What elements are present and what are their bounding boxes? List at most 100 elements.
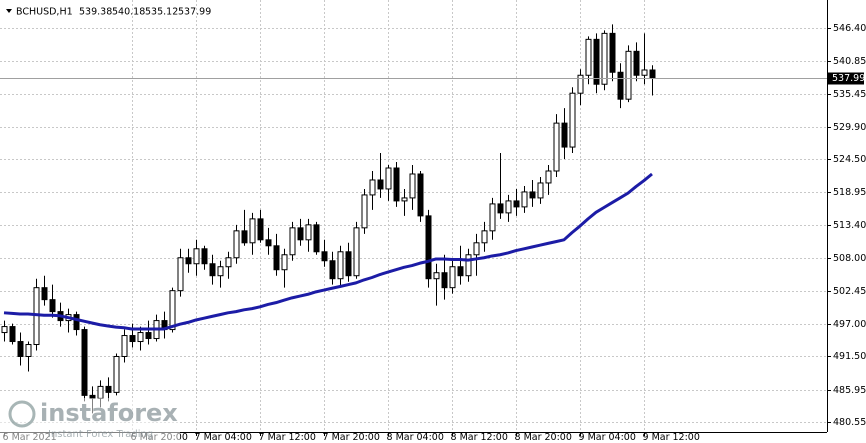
symbol: BCHUSD,H1: [16, 7, 73, 18]
y-tick-label: 491.50: [833, 351, 866, 362]
price-label: 537.99: [832, 73, 865, 84]
candle-body: [441, 272, 448, 289]
candle-body: [273, 245, 280, 271]
candle-body: [625, 50, 632, 100]
candle-body: [329, 260, 336, 280]
header-open: 539.38: [79, 7, 112, 18]
candle-body: [449, 266, 456, 289]
candle-body: [241, 230, 248, 244]
x-tick-label: 7 Mar 20:00: [323, 432, 380, 443]
x-tick-label: 8 Mar 12:00: [451, 432, 508, 443]
y-tick-label: 497.00: [833, 319, 866, 330]
y-tick-label: 535.45: [833, 89, 866, 100]
watermark: instaforex Instant Forex Trading: [0, 398, 180, 443]
candle-body: [513, 200, 520, 208]
y-tick-label: 546.40: [833, 23, 866, 34]
candle-body: [249, 218, 256, 244]
candle-body: [169, 290, 176, 331]
x-tick-label: 7 Mar 12:00: [259, 432, 316, 443]
candle-body: [281, 254, 288, 271]
candle-body: [465, 254, 472, 277]
candle-body: [425, 215, 432, 280]
candle-body: [201, 248, 208, 265]
candle-body: [641, 69, 648, 76]
candle-body: [185, 257, 192, 265]
candle-body: [433, 272, 440, 280]
header-high: 540.18: [112, 7, 145, 18]
y-tick-label: 540.85: [833, 56, 866, 67]
candle-body: [177, 257, 184, 292]
candle-body: [409, 173, 416, 199]
candle-body: [81, 329, 88, 396]
x-tick-label: 7 Mar 04:00: [195, 432, 252, 443]
y-tick-label: 518.95: [833, 187, 866, 198]
y-tick-label: 485.95: [833, 385, 866, 396]
candle-body: [385, 167, 392, 190]
candle-body: [561, 122, 568, 148]
candle-body: [209, 263, 216, 277]
candle-body: [377, 179, 384, 190]
header-low: 535.12: [145, 7, 178, 18]
candle-body: [369, 179, 376, 196]
price-label-box: [828, 72, 864, 85]
candle-body: [89, 394, 96, 399]
candle-body: [537, 182, 544, 199]
candle-body: [585, 38, 592, 76]
y-tick-label: 502.45: [833, 286, 866, 297]
grid: [0, 0, 827, 432]
candle-body: [217, 266, 224, 277]
candle-body: [73, 314, 80, 331]
candle-body: [233, 230, 240, 259]
candle-body: [353, 227, 360, 277]
y-tick-label: 524.50: [833, 154, 866, 165]
menu-triangle[interactable]: [6, 9, 12, 13]
candle-body: [649, 69, 656, 79]
y-tick-label: 513.40: [833, 220, 866, 231]
candle-body: [193, 248, 200, 265]
candle-body: [529, 191, 536, 199]
candle-body: [633, 50, 640, 76]
x-tick-label: 9 Mar 04:00: [579, 432, 636, 443]
y-tick-label: 480.55: [833, 417, 866, 428]
candle-body: [609, 32, 616, 73]
candle-body: [577, 74, 584, 94]
candle-body: [321, 251, 328, 262]
candle-body: [569, 92, 576, 148]
candle-body: [9, 326, 16, 343]
candle-body: [17, 341, 24, 357]
candle-body: [481, 230, 488, 244]
candle-body: [121, 335, 128, 357]
candle-body: [225, 257, 232, 268]
candle-body: [137, 332, 144, 343]
candle-body: [545, 170, 552, 184]
candle-body: [25, 344, 32, 357]
x-tick-label: 9 Mar 12:00: [643, 432, 700, 443]
candle-body: [129, 335, 136, 343]
candle-body: [297, 227, 304, 241]
candle-body: [617, 71, 624, 100]
candle-body: [289, 227, 296, 256]
candle-body: [41, 287, 48, 301]
watermark-brand: instaforex: [40, 399, 178, 427]
candle-body: [401, 197, 408, 202]
header-close: 537.99: [178, 7, 211, 18]
candle-body: [345, 251, 352, 277]
candle-body: [337, 251, 344, 280]
candle-body: [473, 242, 480, 256]
x-tick-label: 8 Mar 04:00: [387, 432, 444, 443]
candle-body: [257, 218, 264, 241]
candle-body: [593, 38, 600, 85]
candle-body: [361, 194, 368, 229]
watermark-tagline: Instant Forex Trading: [48, 429, 153, 440]
x-tick-label: 8 Mar 20:00: [515, 432, 572, 443]
watermark-logo: [8, 400, 36, 428]
candle-body: [601, 32, 608, 85]
candle-body: [305, 224, 312, 241]
candle-body: [521, 191, 528, 208]
candle-body: [265, 239, 272, 247]
candle-body: [497, 203, 504, 214]
candle-body: [145, 332, 152, 340]
candle-body: [313, 224, 320, 253]
candle-body: [1, 326, 8, 334]
